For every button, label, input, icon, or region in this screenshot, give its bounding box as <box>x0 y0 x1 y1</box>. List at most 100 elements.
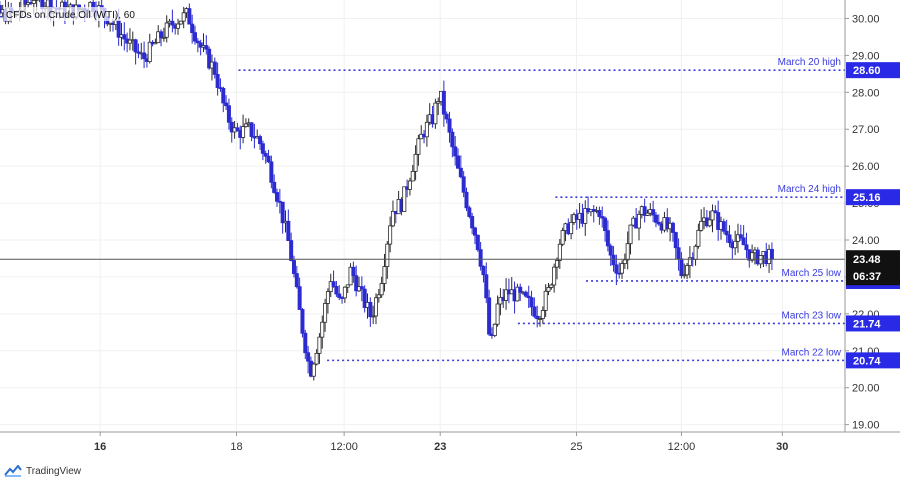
candle-body <box>693 245 698 260</box>
candle-body <box>543 290 548 311</box>
candle-body <box>371 315 376 318</box>
candle-body <box>359 286 364 290</box>
candle-body <box>538 318 543 320</box>
level-label: March 23 low <box>782 310 842 321</box>
candle-body <box>176 23 181 29</box>
candle-body <box>682 274 687 277</box>
candle-body <box>226 105 231 123</box>
candle-body <box>127 39 132 44</box>
candle-body <box>181 12 186 22</box>
tradingview-brand[interactable]: TradingView <box>4 462 81 480</box>
candle-body <box>379 283 384 296</box>
candle-body <box>453 146 458 157</box>
candle-body <box>475 234 480 251</box>
time-tick-label: 12:00 <box>668 441 696 453</box>
price-axis[interactable]: 19.0020.0021.0022.0023.0024.0025.0026.00… <box>845 13 880 432</box>
candle-body <box>603 217 608 232</box>
candle-body <box>187 8 192 25</box>
time-tick-label: 12:00 <box>330 441 358 453</box>
candle-body <box>673 232 678 249</box>
candle-body <box>687 257 692 266</box>
candle-body <box>532 306 537 317</box>
level-price-tag <box>846 62 900 79</box>
candle-body <box>368 301 373 318</box>
candle-body <box>297 286 302 310</box>
candle-body <box>484 274 489 299</box>
level-price-tag-text: 25.16 <box>853 192 881 204</box>
candle-body <box>487 297 492 335</box>
candle-body <box>605 230 610 247</box>
candle-body <box>472 227 477 236</box>
candle-body <box>769 248 774 260</box>
price-tick-label: 26.00 <box>852 161 880 173</box>
candle-body <box>518 286 523 293</box>
candle-body <box>306 352 311 362</box>
candle-body <box>569 221 574 235</box>
candle-body <box>263 152 268 157</box>
candle-body <box>670 222 675 233</box>
candle-body <box>212 61 217 75</box>
candle-body <box>224 102 229 107</box>
candle-body <box>147 41 152 62</box>
candle-body <box>31 0 36 4</box>
candle-body <box>164 22 169 38</box>
level-price-tag-text: 20.74 <box>853 355 881 367</box>
level-label: March 25 low <box>782 268 842 279</box>
candle-body <box>178 20 183 25</box>
candle-body <box>275 192 280 202</box>
candle-body <box>190 23 195 33</box>
candle-body <box>195 40 200 44</box>
candle-body <box>266 155 271 163</box>
candle-body <box>198 42 203 48</box>
candle-body <box>461 176 466 193</box>
price-tick-label: 19.00 <box>852 420 880 432</box>
candle-body <box>750 252 755 261</box>
candle-body <box>724 230 729 236</box>
level-price-tag <box>846 189 900 206</box>
price-tick-label: 27.00 <box>852 124 880 136</box>
candle-body <box>23 0 28 5</box>
candle-body <box>535 315 540 320</box>
level-label: March 24 high <box>778 184 841 195</box>
candle-body <box>133 39 138 53</box>
price-tick-label: 30.00 <box>852 13 880 25</box>
candle-body <box>272 181 277 193</box>
candle-body <box>707 219 712 227</box>
candle-body <box>388 225 393 245</box>
candle-body <box>413 153 418 172</box>
candle-body <box>291 260 296 274</box>
candle-body <box>204 45 209 50</box>
candle-body <box>685 265 690 276</box>
time-tick-label: 18 <box>230 441 242 453</box>
time-axis[interactable]: 16 18 12:00 23 25 12:00 30 <box>94 432 788 453</box>
candle-body <box>557 243 562 261</box>
candle-body <box>159 31 164 39</box>
candle-body <box>523 291 528 297</box>
candle-body <box>161 36 166 39</box>
candle-body <box>458 167 463 178</box>
price-tick-label: 24.00 <box>852 235 880 247</box>
candle-body <box>207 48 212 69</box>
candle-body <box>320 321 325 338</box>
tradingview-logo-text: TradingView <box>26 465 82 477</box>
candle-body <box>241 126 246 138</box>
candle-body <box>679 258 684 276</box>
level-label: March 22 low <box>782 347 842 358</box>
candle-body <box>653 214 658 223</box>
candle-body <box>229 121 234 133</box>
candle-body <box>447 118 452 133</box>
price-tick-label: 29.00 <box>852 50 880 62</box>
candle-body <box>334 286 339 295</box>
candle-body <box>317 336 322 354</box>
candle-body <box>696 229 701 247</box>
candle-body <box>699 220 704 231</box>
candle-body <box>441 90 446 115</box>
candle-body <box>382 266 387 284</box>
candle-body <box>153 42 158 45</box>
candle-body <box>122 34 127 40</box>
candle-body <box>600 216 605 219</box>
candle-body <box>342 286 347 299</box>
